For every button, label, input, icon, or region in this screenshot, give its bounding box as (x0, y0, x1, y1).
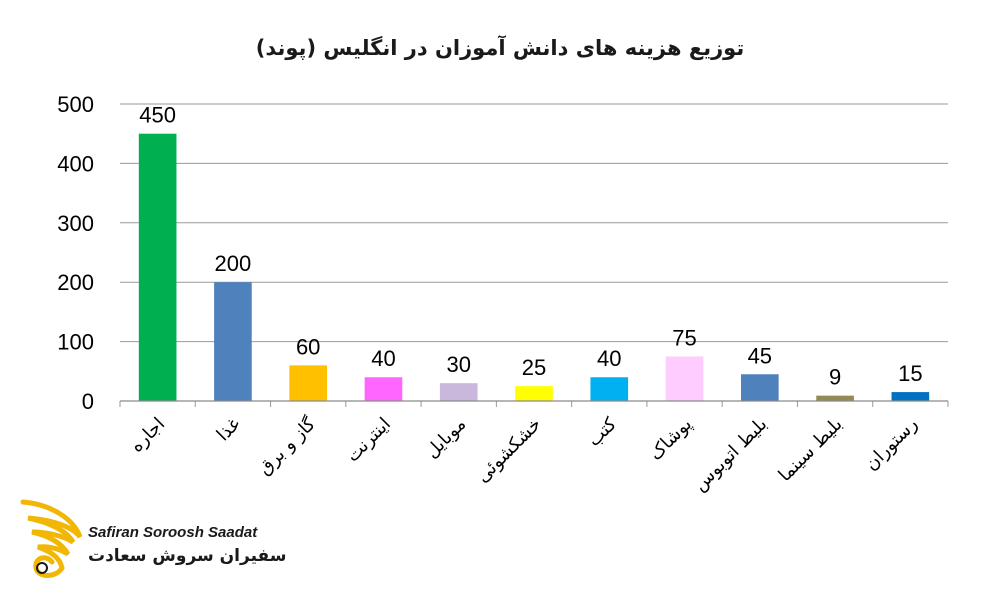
data-label: 9 (829, 365, 841, 390)
wing-logo-icon (20, 499, 83, 578)
bar (590, 377, 629, 401)
company-logo: Safiran Soroosh Saadat سفیران سروش سعادت (18, 492, 308, 582)
bar (439, 383, 478, 401)
y-tick-label: 200 (57, 270, 94, 295)
bar (364, 377, 403, 401)
bar (289, 365, 327, 401)
logo-name-fa: سفیران سروش سعادت (88, 546, 287, 566)
y-tick-label: 400 (57, 151, 94, 176)
x-tick-label: کتب (584, 413, 622, 451)
x-tick-label: پوشاک (645, 414, 696, 465)
logo-dot (36, 562, 48, 574)
chart-title: توزیع هزینه های دانش آموزان در انگلیس (پ… (255, 36, 745, 60)
bar (816, 395, 854, 401)
x-tick-label: اجاره (126, 414, 169, 457)
bar (665, 356, 704, 401)
data-label: 40 (371, 346, 395, 371)
data-label: 60 (296, 334, 320, 359)
y-tick-label: 0 (82, 389, 94, 414)
data-label: 450 (139, 103, 176, 128)
data-label: 40 (597, 346, 621, 371)
logo-name-en: Safiran Soroosh Saadat (88, 524, 258, 541)
y-tick-label: 300 (57, 211, 94, 236)
y-tick-label: 100 (57, 330, 94, 355)
data-label: 15 (898, 361, 922, 386)
x-tick-label: خشکشوئی (472, 414, 545, 487)
x-tick-label: رستوران (861, 414, 922, 475)
bar (741, 374, 779, 401)
x-tick-label: بلیط سینما (774, 414, 846, 486)
bar (214, 282, 252, 401)
data-label: 200 (215, 251, 252, 276)
wing-shape (20, 499, 83, 578)
x-tick-label: گاز و برق (253, 413, 320, 480)
y-tick-label: 500 (57, 92, 94, 117)
x-tick-label: اینترنت (342, 414, 395, 467)
data-label: 45 (748, 343, 772, 368)
bar (891, 392, 930, 401)
data-label: 30 (446, 352, 470, 377)
x-tick-label: بلیط اتوبوس (689, 414, 771, 496)
data-label: 75 (672, 325, 696, 350)
bar (138, 133, 177, 401)
x-tick-label: غذا (213, 414, 245, 446)
bar (515, 386, 553, 401)
data-label: 25 (522, 355, 546, 380)
x-tick-label: موبایل (421, 414, 470, 463)
